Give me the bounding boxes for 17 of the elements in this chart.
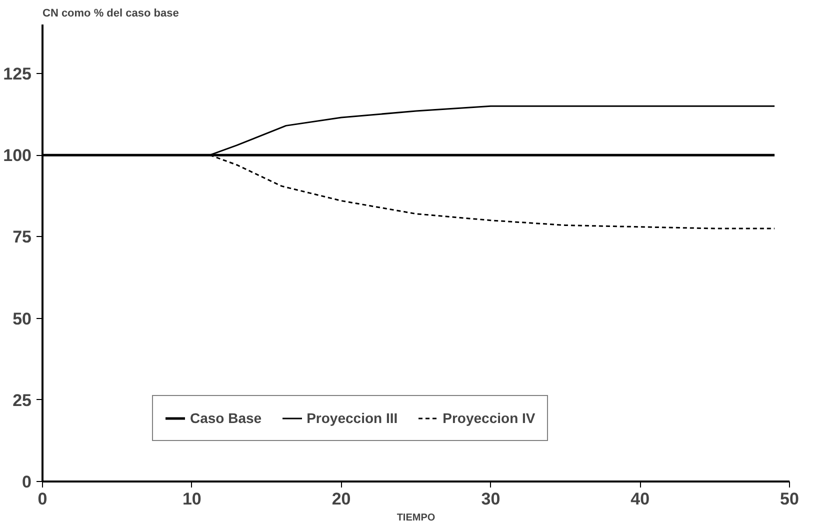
y-tick-label: 75 [12, 228, 32, 247]
x-tick-label: 40 [630, 490, 650, 508]
y-tick-label: 125 [3, 64, 32, 84]
x-tick-label: 50 [780, 490, 799, 508]
y-tick-label: 25 [12, 390, 32, 410]
legend-label: Proyeccion III [306, 410, 398, 426]
x-tick-label: 20 [332, 490, 351, 508]
x-tick-label: 0 [38, 490, 48, 508]
y-tick-label: 100 [3, 146, 32, 166]
x-tick-label: 30 [481, 490, 500, 508]
x-axis-title: TIEMPO [396, 512, 436, 524]
legend-label: Proyeccion IV [442, 410, 536, 426]
y-tick-label: 0 [22, 472, 32, 492]
legend-label: Caso Base [190, 410, 262, 426]
y-tick-label: 50 [12, 309, 32, 328]
y-axis-title: CN como % del caso base [42, 8, 179, 20]
x-tick-label: 10 [182, 490, 202, 508]
